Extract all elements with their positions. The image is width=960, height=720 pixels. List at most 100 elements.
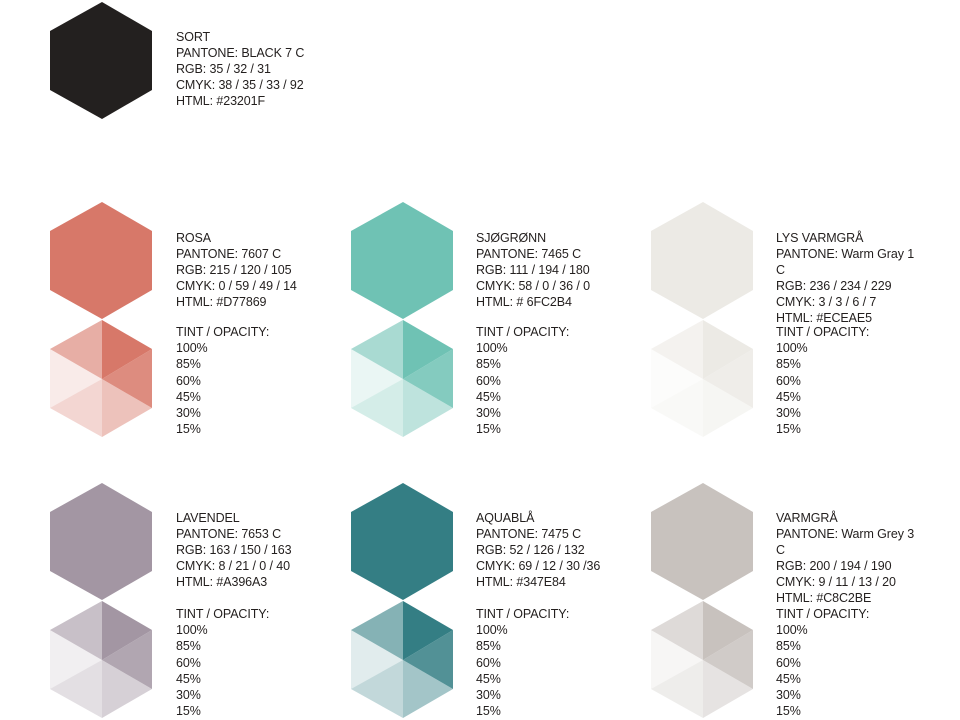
pantone-value: PANTONE: 7465 C <box>476 247 582 261</box>
swatch-hexagon-rosa <box>50 202 152 319</box>
tint-wedge-30 <box>351 379 403 437</box>
tint-level-30: 30% <box>476 406 501 421</box>
tint-wedge-85 <box>703 630 753 689</box>
tint-wedge-60 <box>351 601 403 660</box>
tint-wedge-30 <box>50 660 102 718</box>
tint-level-100: 100% <box>176 341 208 356</box>
tint-wedge-60 <box>651 320 703 379</box>
swatch-hexagon-varmgra <box>651 483 753 600</box>
swatch-hexagon-lavendel <box>50 483 152 600</box>
tint-wedge-15 <box>651 349 703 408</box>
tint-level-45: 45% <box>776 389 801 404</box>
pantone-value: PANTONE: 7607 C <box>176 247 282 261</box>
html-value: HTML: #347E84 <box>476 575 566 589</box>
tint-wedge-85 <box>102 349 152 408</box>
html-value: HTML: #ECEAE5 <box>776 311 872 325</box>
tint-wedge-60 <box>50 601 102 660</box>
tint-hexagon-lavendel <box>50 601 152 718</box>
tint-wedge-60 <box>50 320 102 379</box>
tint-level-30: 30% <box>476 688 501 703</box>
tint-level-100: 100% <box>476 623 508 638</box>
color-name: ROSA <box>176 231 212 245</box>
tint-level-15: 15% <box>776 704 801 719</box>
tint-hexagon-lys-varmgra <box>651 320 753 437</box>
tint-level-60: 60% <box>176 373 201 388</box>
tint-level-60: 60% <box>476 655 501 670</box>
tint-list-sjogronn: TINT / OPACITY: 100% 85% 60% 45% 30% 15% <box>476 324 626 437</box>
tint-level-45: 45% <box>476 671 501 686</box>
tint-wedge-15 <box>351 630 403 689</box>
swatch-hexagon-aquabla <box>351 483 453 600</box>
tint-level-85: 85% <box>476 639 501 654</box>
tint-wedge-15 <box>351 349 403 408</box>
tint-wedge-100 <box>703 320 753 379</box>
swatch-hexagon-sort <box>50 2 152 119</box>
tint-wedge-15 <box>50 349 102 408</box>
tint-level-15: 15% <box>176 704 201 719</box>
swatch-info-varmgra: VARMGRÅ PANTONE: Warm Grey 3 C RGB: 200 … <box>776 510 926 606</box>
tint-wedge-30 <box>50 379 102 437</box>
tint-wedge-85 <box>703 349 753 408</box>
tint-list-lys-varmgra: TINT / OPACITY: 100% 85% 60% 45% 30% 15% <box>776 324 926 437</box>
tint-level-60: 60% <box>476 373 501 388</box>
rgb-value: RGB: 35 / 32 / 31 <box>176 62 271 76</box>
tint-wedge-15 <box>50 630 102 689</box>
tint-level-30: 30% <box>776 406 801 421</box>
tint-level-30: 30% <box>776 688 801 703</box>
tint-wedge-45 <box>403 660 453 718</box>
tint-level-30: 30% <box>176 406 201 421</box>
tint-label: TINT / OPACITY: <box>176 607 270 621</box>
tint-label: TINT / OPACITY: <box>776 325 870 339</box>
pantone-value: PANTONE: BLACK 7 C <box>176 46 305 60</box>
tint-wedge-30 <box>651 379 703 437</box>
swatch-info-sort: SORT PANTONE: BLACK 7 C RGB: 35 / 32 / 3… <box>176 29 336 109</box>
tint-wedge-45 <box>703 660 753 718</box>
tint-list-aquabla: TINT / OPACITY: 100% 85% 60% 45% 30% 15% <box>476 606 626 719</box>
html-value: HTML: #23201F <box>176 94 266 108</box>
tint-wedge-45 <box>102 379 152 437</box>
tint-list-lavendel: TINT / OPACITY: 100% 85% 60% 45% 30% 15% <box>176 606 326 719</box>
tint-level-45: 45% <box>776 671 801 686</box>
tint-wedge-85 <box>403 630 453 689</box>
swatch-info-lys-varmgra: LYS VARMGRÅ PANTONE: Warm Gray 1 C RGB: … <box>776 230 926 326</box>
cmyk-value: CMYK: 8 / 21 / 0 / 40 <box>176 559 290 573</box>
color-name: LAVENDEL <box>176 511 240 525</box>
cmyk-value: CMYK: 9 / 11 / 13 / 20 <box>776 575 896 589</box>
tint-hexagon-rosa <box>50 320 152 437</box>
tint-wedge-85 <box>102 630 152 689</box>
rgb-value: RGB: 111 / 194 / 180 <box>476 263 590 277</box>
cmyk-value: CMYK: 38 / 35 / 33 / 92 <box>176 78 304 92</box>
tint-level-100: 100% <box>776 623 808 638</box>
tint-wedge-100 <box>403 601 453 660</box>
tint-level-60: 60% <box>176 655 201 670</box>
tint-list-rosa: TINT / OPACITY: 100% 85% 60% 45% 30% 15% <box>176 324 326 437</box>
swatch-hexagon-lys-varmgra <box>651 202 753 319</box>
cmyk-value: CMYK: 0 / 59 / 49 / 14 <box>176 279 297 293</box>
pantone-value: PANTONE: Warm Gray 1 C <box>776 247 915 277</box>
tint-level-60: 60% <box>776 373 801 388</box>
tint-wedge-30 <box>351 660 403 718</box>
tint-level-85: 85% <box>776 357 801 372</box>
rgb-value: RGB: 200 / 194 / 190 <box>776 559 892 573</box>
swatch-info-aquabla: AQUABLÅ PANTONE: 7475 C RGB: 52 / 126 / … <box>476 510 636 590</box>
color-name: SORT <box>176 30 211 44</box>
color-name: SJØGRØNN <box>476 231 547 245</box>
cmyk-value: CMYK: 3 / 3 / 6 / 7 <box>776 295 877 309</box>
tint-wedge-100 <box>102 320 152 379</box>
tint-hexagon-varmgra <box>651 601 753 718</box>
tint-level-45: 45% <box>476 389 501 404</box>
tint-level-100: 100% <box>476 341 508 356</box>
tint-level-60: 60% <box>776 655 801 670</box>
tint-level-15: 15% <box>176 422 201 437</box>
tint-wedge-45 <box>403 379 453 437</box>
cmyk-value: CMYK: 69 / 12 / 30 /36 <box>476 559 601 573</box>
tint-label: TINT / OPACITY: <box>476 607 570 621</box>
tint-level-30: 30% <box>176 688 201 703</box>
pantone-value: PANTONE: Warm Grey 3 C <box>776 527 915 557</box>
swatch-info-lavendel: LAVENDEL PANTONE: 7653 C RGB: 163 / 150 … <box>176 510 336 590</box>
tint-level-85: 85% <box>176 639 201 654</box>
pantone-value: PANTONE: 7475 C <box>476 527 582 541</box>
tint-level-85: 85% <box>176 357 201 372</box>
html-value: HTML: #A396A3 <box>176 575 268 589</box>
tint-label: TINT / OPACITY: <box>176 325 270 339</box>
